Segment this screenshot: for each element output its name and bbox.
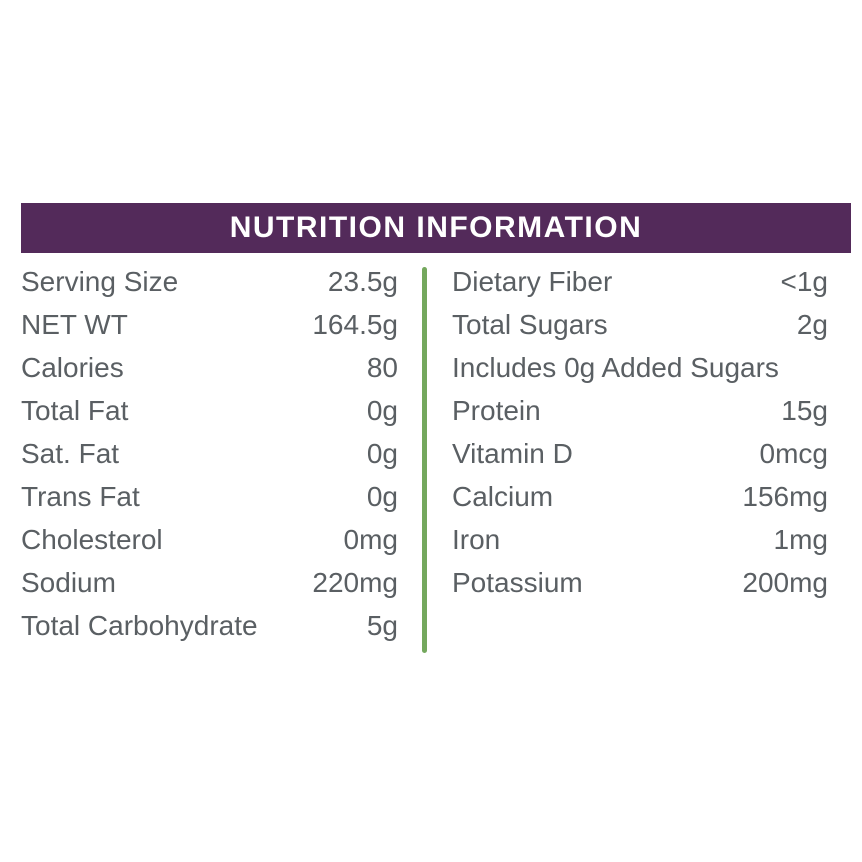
nutrient-label: Protein (452, 394, 541, 426)
column-divider (422, 267, 427, 653)
nutrition-right-column: Dietary Fiber <1g Total Sugars 2g Includ… (452, 260, 828, 604)
nutrition-row-potassium: Potassium 200mg (452, 561, 828, 604)
nutrient-label: Potassium (452, 566, 583, 598)
nutrient-label: Serving Size (21, 265, 179, 297)
nutrient-label: Calcium (452, 480, 554, 512)
nutrient-label: Total Carbohydrate (21, 609, 258, 641)
nutrient-label: Sat. Fat (21, 437, 120, 469)
nutrition-row-added-sugars: Includes 0g Added Sugars (452, 346, 828, 389)
nutrient-value: 0g (366, 437, 398, 469)
nutrient-value: 2g (796, 308, 828, 340)
nutrient-value: 0mcg (759, 437, 828, 469)
nutrient-value: 1mg (773, 523, 828, 555)
nutrient-label: Dietary Fiber (452, 265, 613, 297)
nutrient-label: Calories (21, 351, 124, 383)
nutrient-value: 0mg (343, 523, 398, 555)
nutrition-row-total-carbohydrate: Total Carbohydrate 5g (21, 604, 398, 647)
nutrition-row-net-wt: NET WT 164.5g (21, 303, 398, 346)
nutrition-row-iron: Iron 1mg (452, 518, 828, 561)
nutrient-label: Total Fat (21, 394, 129, 426)
nutrient-label: NET WT (21, 308, 128, 340)
nutrient-value: 200mg (742, 566, 828, 598)
nutrition-row-vitamin-d: Vitamin D 0mcg (452, 432, 828, 475)
nutrient-value: 80 (366, 351, 398, 383)
nutrient-label: Cholesterol (21, 523, 163, 555)
nutrition-row-total-fat: Total Fat 0g (21, 389, 398, 432)
nutrient-value: 220mg (312, 566, 398, 598)
nutrition-row-sat-fat: Sat. Fat 0g (21, 432, 398, 475)
nutrient-value: 156mg (742, 480, 828, 512)
nutrition-row-dietary-fiber: Dietary Fiber <1g (452, 260, 828, 303)
nutrient-label: Trans Fat (21, 480, 140, 512)
nutrition-header-bar: NUTRITION INFORMATION (21, 203, 851, 253)
nutrition-row-calories: Calories 80 (21, 346, 398, 389)
nutrient-label: Vitamin D (452, 437, 573, 469)
nutrition-row-total-sugars: Total Sugars 2g (452, 303, 828, 346)
nutrition-row-cholesterol: Cholesterol 0mg (21, 518, 398, 561)
nutrition-header-title: NUTRITION INFORMATION (229, 211, 643, 244)
nutrient-label: Sodium (21, 566, 116, 598)
nutrient-value: 23.5g (327, 265, 398, 297)
nutrient-value: 15g (781, 394, 828, 426)
nutrient-value: 0g (366, 394, 398, 426)
nutrition-row-sodium: Sodium 220mg (21, 561, 398, 604)
nutrient-value: 5g (366, 609, 398, 641)
nutrient-label: Iron (452, 523, 501, 555)
nutrient-value: 164.5g (312, 308, 398, 340)
nutrition-row-protein: Protein 15g (452, 389, 828, 432)
nutrient-value: 0g (366, 480, 398, 512)
nutrition-row-serving-size: Serving Size 23.5g (21, 260, 398, 303)
nutrition-row-trans-fat: Trans Fat 0g (21, 475, 398, 518)
nutrient-label: Total Sugars (452, 308, 608, 340)
nutrient-label: Includes 0g Added Sugars (452, 351, 779, 383)
nutrient-value: <1g (780, 265, 829, 297)
nutrition-row-calcium: Calcium 156mg (452, 475, 828, 518)
nutrition-left-column: Serving Size 23.5g NET WT 164.5g Calorie… (21, 260, 398, 647)
